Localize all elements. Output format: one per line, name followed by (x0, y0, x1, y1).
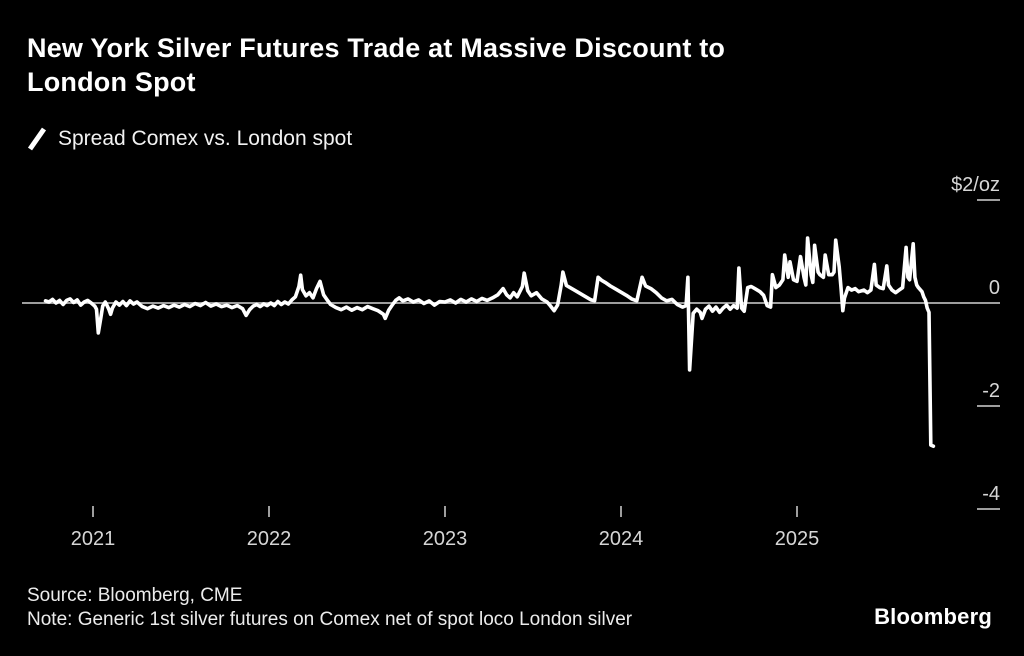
footer: Source: Bloomberg, CME Note: Generic 1st… (27, 584, 632, 632)
legend-slash-icon (27, 127, 47, 151)
x-axis-label: 2024 (598, 528, 644, 550)
x-axis-label: 2022 (246, 528, 292, 550)
bloomberg-logo: Bloomberg (874, 604, 992, 629)
source-text: Source: Bloomberg, CME (27, 585, 243, 606)
note-text: Note: Generic 1st silver futures on Come… (27, 609, 633, 630)
y-axis-label: -4 (982, 483, 1000, 505)
y-axis-label: -2 (982, 380, 1000, 402)
legend-label: Spread Comex vs. London spot (58, 127, 353, 150)
page-title: New York Silver Futures Trade at Massive… (27, 31, 725, 99)
spread-series-line (43, 236, 936, 449)
y-axis-label: 0 (988, 277, 1000, 299)
y-axis-label: $2/oz (951, 174, 1000, 196)
x-axis-label: 2025 (774, 528, 820, 550)
page-title-line1: New York Silver Futures Trade at Massive… (27, 33, 726, 63)
x-axis-label: 2023 (422, 528, 468, 550)
x-axis-label: 2021 (70, 528, 116, 550)
legend: Spread Comex vs. London spot (26, 126, 352, 152)
page-title-line2: London Spot (27, 67, 196, 97)
